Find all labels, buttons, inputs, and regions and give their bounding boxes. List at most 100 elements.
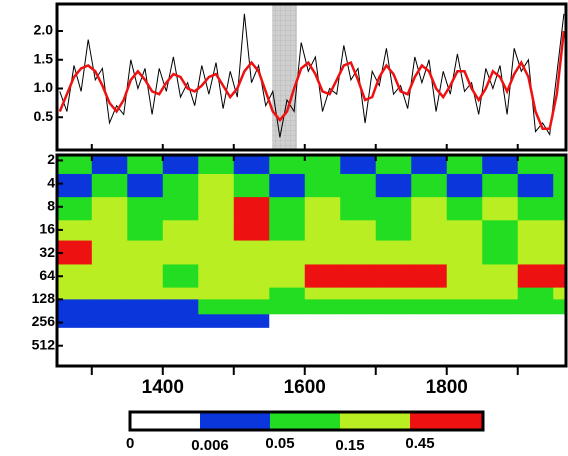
power-cell xyxy=(304,314,341,329)
power-cell xyxy=(304,287,341,300)
power-cell xyxy=(304,299,341,315)
power-cell xyxy=(411,314,448,329)
colorbar-label: 0.05 xyxy=(265,435,294,452)
y-tick-label: 8 xyxy=(47,197,55,213)
power-cell xyxy=(57,220,93,242)
power-cell xyxy=(304,197,341,221)
power-cell xyxy=(233,264,270,289)
power-cell xyxy=(233,240,270,265)
power-cell xyxy=(198,264,235,289)
power-cell xyxy=(482,299,519,315)
power-cell xyxy=(304,327,341,366)
power-cell xyxy=(127,287,164,300)
colorbar-label: 0.006 xyxy=(191,437,229,454)
power-cell xyxy=(162,155,199,175)
power-cell xyxy=(162,327,199,366)
power-cell xyxy=(162,299,199,315)
power-cell xyxy=(411,197,448,221)
power-cell xyxy=(482,327,519,366)
power-cell xyxy=(482,220,519,242)
power-cell xyxy=(127,327,164,366)
colorbar-label: 0.45 xyxy=(405,435,434,452)
y-tick-label: 2 xyxy=(47,151,55,167)
power-cell xyxy=(553,287,566,300)
power-cell xyxy=(162,173,199,198)
frame xyxy=(55,2,568,152)
power-cell xyxy=(269,173,306,198)
power-cell xyxy=(91,173,128,198)
power-cell xyxy=(446,264,483,289)
power-cell xyxy=(304,240,341,265)
x-tick-label: 1400 xyxy=(142,377,184,398)
power-cell xyxy=(340,314,377,329)
power-cell xyxy=(553,220,566,242)
power-cell xyxy=(411,220,448,242)
plot-area xyxy=(58,4,566,150)
power-cell xyxy=(198,155,235,175)
x-tick-label: 1600 xyxy=(284,377,326,398)
power-cell xyxy=(482,264,519,289)
power-cell xyxy=(269,220,306,242)
power-cell xyxy=(269,299,306,315)
power-cell xyxy=(304,173,341,198)
power-cell xyxy=(375,173,412,198)
power-cell xyxy=(517,287,554,300)
colorbar-label: 0.15 xyxy=(335,437,364,454)
colorbar-label: 0 xyxy=(126,435,134,452)
y-tick-label: 16 xyxy=(39,221,55,237)
power-cell xyxy=(269,287,306,300)
power-cell xyxy=(269,314,306,329)
power-cell xyxy=(517,220,554,242)
power-cell xyxy=(127,314,164,329)
power-cell xyxy=(340,155,377,175)
power-cell xyxy=(91,240,128,265)
power-cell xyxy=(446,220,483,242)
power-cell xyxy=(127,173,164,198)
power-cell xyxy=(375,197,412,221)
power-cell xyxy=(553,314,566,329)
power-cell xyxy=(162,287,199,300)
power-cell xyxy=(198,314,235,329)
power-cell xyxy=(91,327,128,366)
power-cell xyxy=(411,327,448,366)
power-cell xyxy=(269,327,306,366)
y-tick-label: 1.5 xyxy=(34,50,54,66)
power-cell xyxy=(375,299,412,315)
power-cell xyxy=(517,240,554,265)
power-cell xyxy=(446,299,483,315)
power-cell xyxy=(57,299,93,315)
power-cell xyxy=(57,197,93,221)
power-cell xyxy=(198,220,235,242)
power-cell xyxy=(375,327,412,366)
power-cell xyxy=(517,264,554,289)
power-cell xyxy=(553,173,566,198)
power-cell xyxy=(553,240,566,265)
y-tick-label: 256 xyxy=(32,313,56,329)
power-cell xyxy=(57,327,93,366)
power-cell xyxy=(375,314,412,329)
spectrum xyxy=(57,155,566,366)
colorbar-swatch xyxy=(340,412,410,430)
power-cell xyxy=(233,173,270,198)
power-cell xyxy=(340,240,377,265)
power-cell xyxy=(553,264,566,289)
power-cell xyxy=(57,287,93,300)
power-cell xyxy=(91,264,128,289)
power-cell xyxy=(375,287,412,300)
frame xyxy=(55,153,568,368)
power-cell xyxy=(57,155,93,175)
power-cell xyxy=(233,220,270,242)
x-tick-label: 1800 xyxy=(426,377,468,398)
power-cell xyxy=(269,155,306,175)
power-cell xyxy=(517,173,554,198)
power-cell xyxy=(233,314,270,329)
power-cell xyxy=(375,264,412,289)
power-cell xyxy=(127,240,164,265)
power-cell xyxy=(162,197,199,221)
power-cell xyxy=(411,287,448,300)
colorbar-frame xyxy=(128,410,485,432)
power-cell xyxy=(482,314,519,329)
power-cell xyxy=(233,327,270,366)
power-cell xyxy=(340,287,377,300)
power-cell xyxy=(482,287,519,300)
